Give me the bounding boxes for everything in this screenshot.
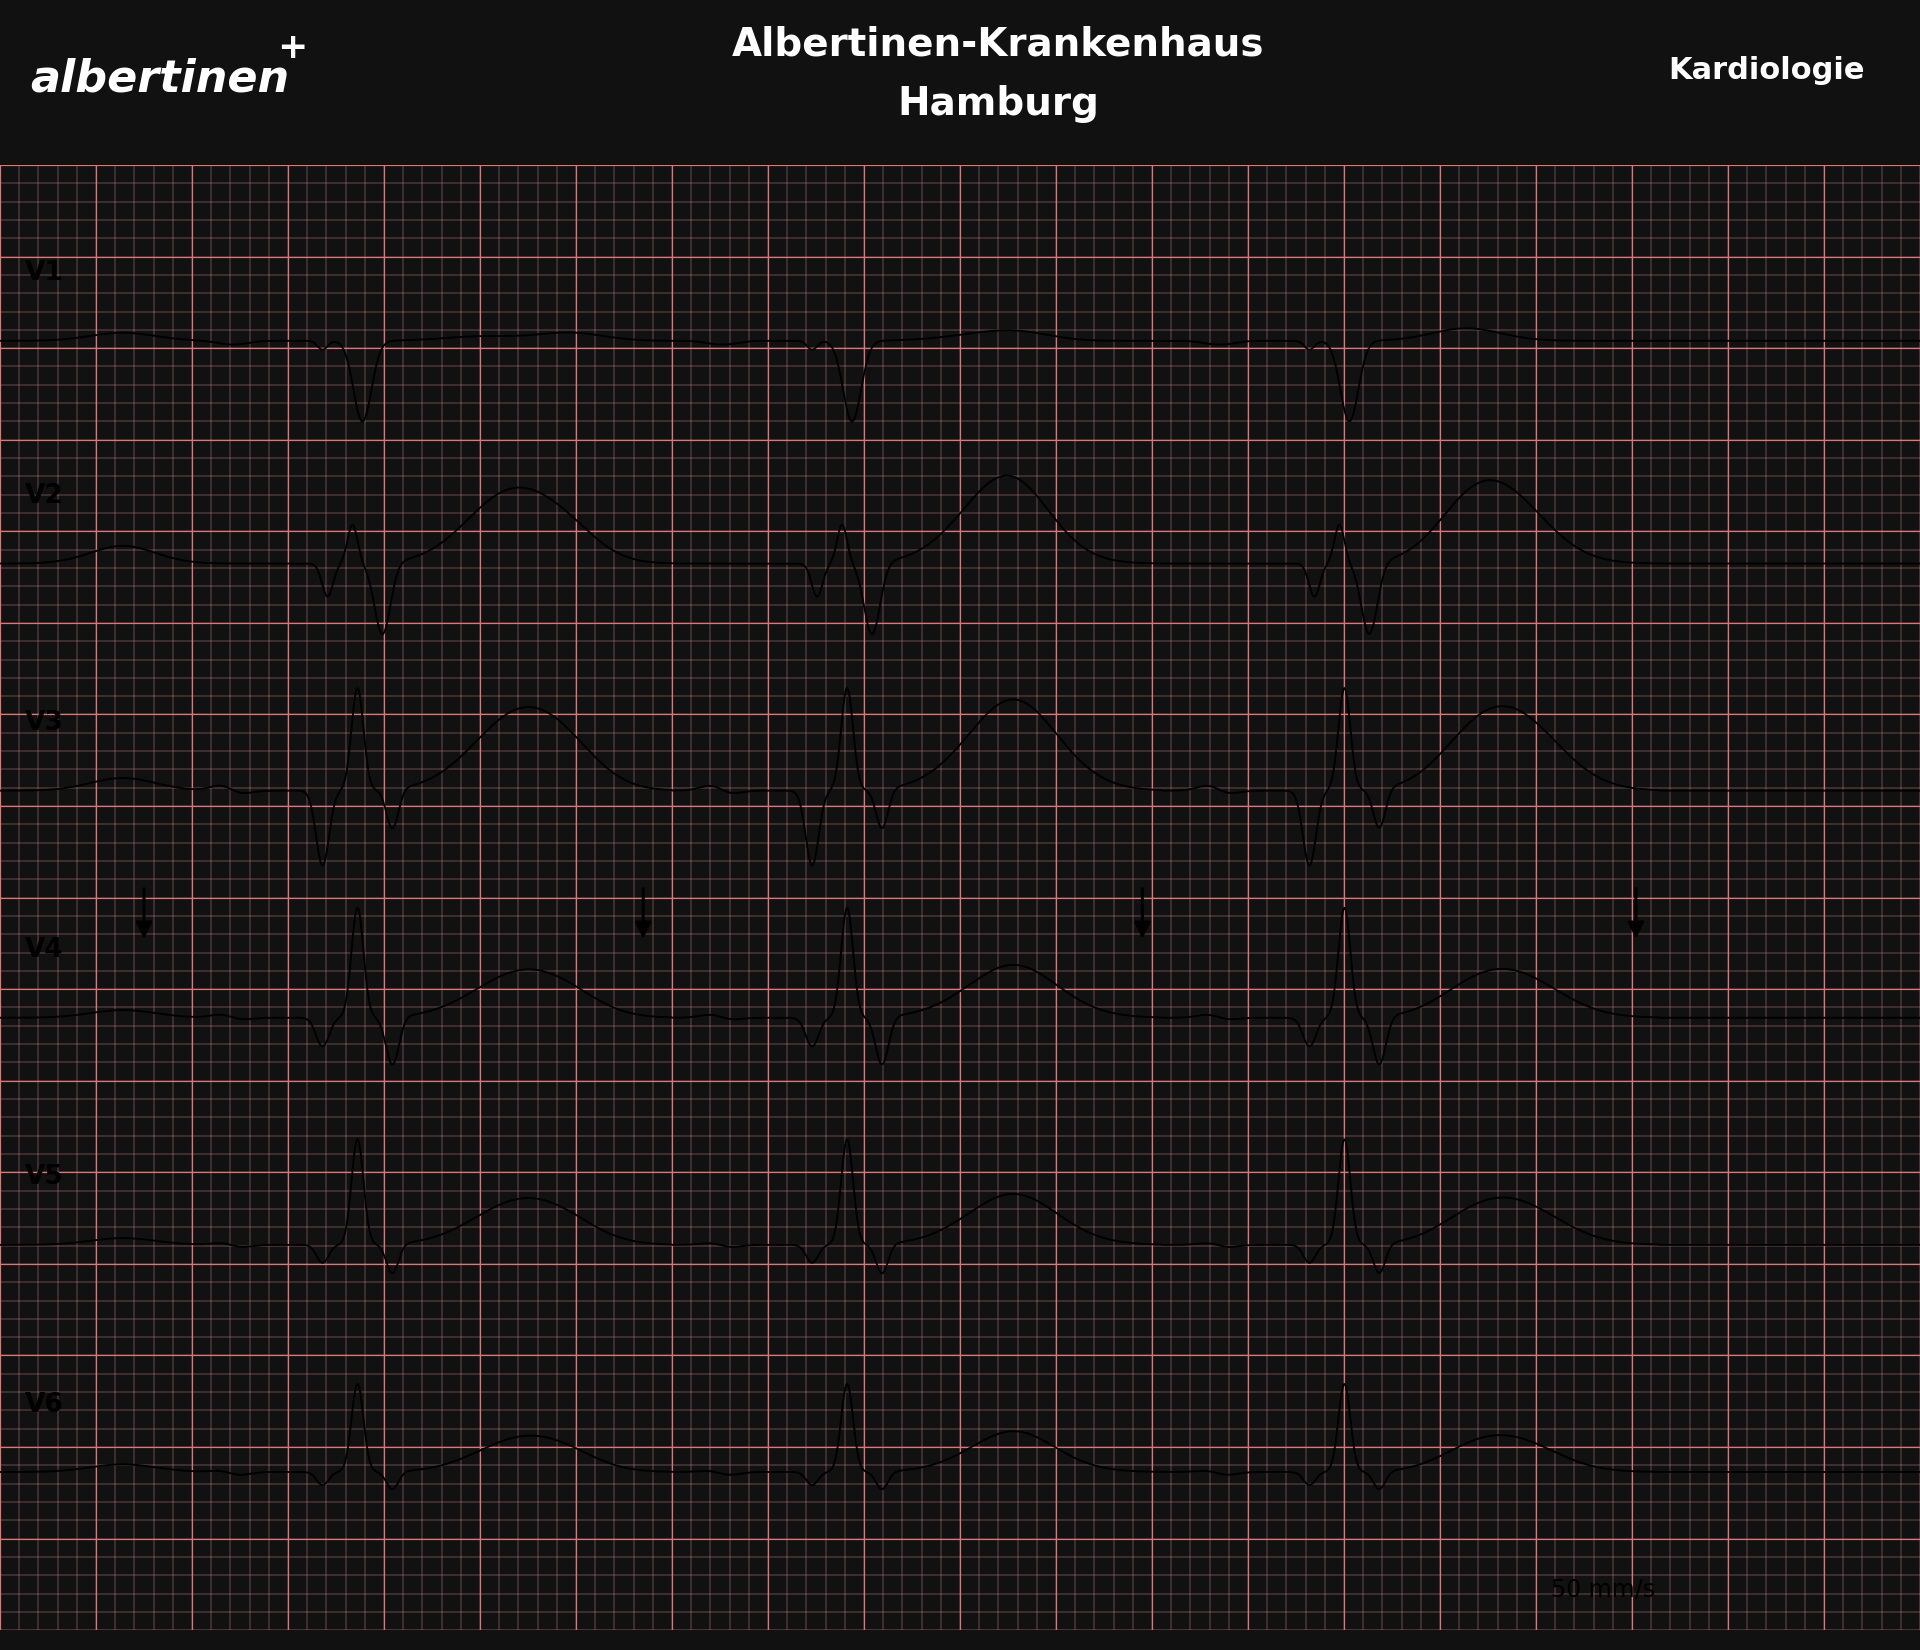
Text: V4: V4: [25, 937, 63, 964]
Text: +: +: [276, 31, 307, 64]
Text: V6: V6: [25, 1391, 63, 1417]
Text: V1: V1: [25, 261, 63, 287]
Text: Hamburg: Hamburg: [897, 84, 1100, 122]
Text: V5: V5: [25, 1165, 63, 1190]
Text: V3: V3: [25, 710, 63, 736]
Text: Albertinen-Krankenhaus: Albertinen-Krankenhaus: [732, 26, 1265, 64]
Text: V2: V2: [25, 483, 63, 510]
Text: 50 mm/s: 50 mm/s: [1551, 1577, 1655, 1600]
Text: albertinen: albertinen: [31, 58, 290, 101]
Text: Kardiologie: Kardiologie: [1668, 56, 1864, 84]
